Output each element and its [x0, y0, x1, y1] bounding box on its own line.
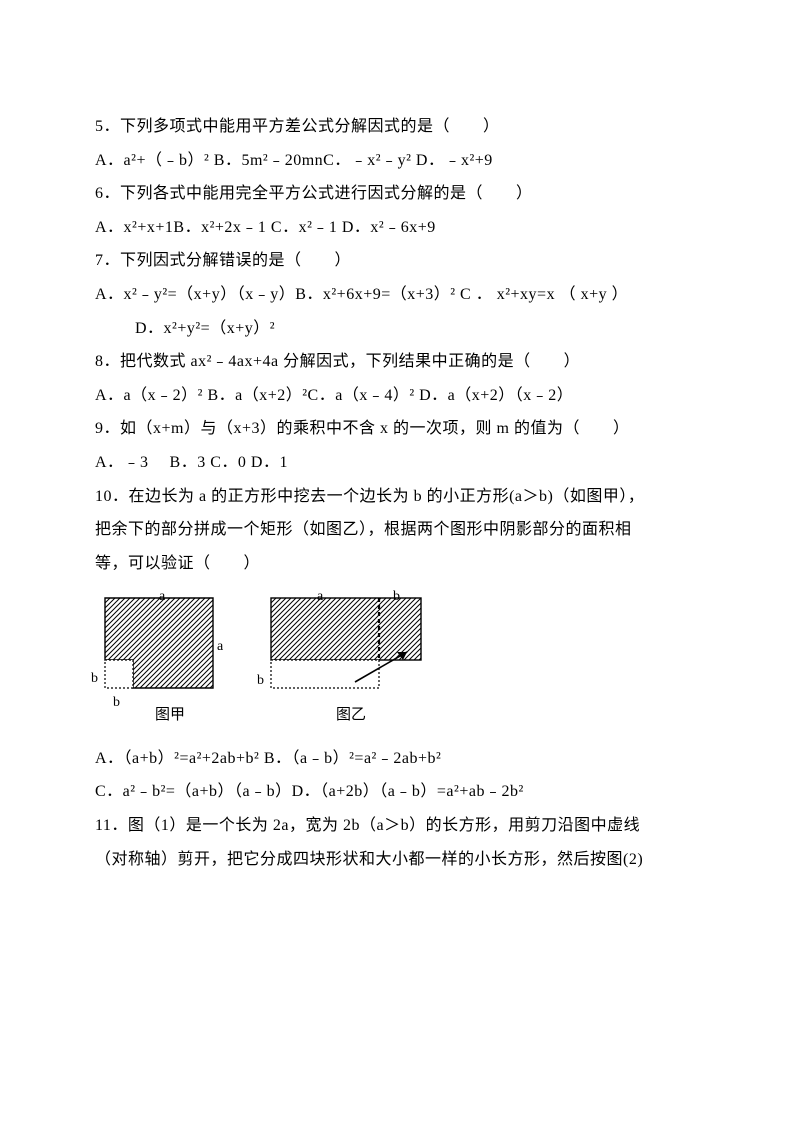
fig2-caption: 图乙: [261, 700, 441, 732]
q9-opts: A．﹣3 B．3 C．0 D．1: [95, 446, 699, 480]
q11-stem1: 11．图（1）是一个长为 2a，宽为 2b（a＞b）的长方形，用剪刀沿图中虚线: [95, 809, 699, 843]
figure-yi: a b b 图乙: [261, 588, 441, 732]
q10-stem2: 把余下的部分拼成一个矩形（如图乙），根据两个图形中阴影部分的面积相: [95, 513, 699, 547]
figure-yi-svg: [261, 588, 441, 698]
fig1-label-b-left: b: [91, 664, 98, 693]
q7-stem: 7．下列因式分解错误的是（ ）: [95, 244, 699, 278]
figure-jia: a a b b 图甲: [95, 588, 225, 732]
fig1-label-a-top: a: [159, 582, 165, 611]
q11-stem2: （对称轴）剪开，把它分成四块形状和大小都一样的小长方形，然后按图(2): [95, 843, 699, 877]
q8-stem: 8．把代数式 ax²﹣4ax+4a 分解因式，下列结果中正确的是（ ）: [95, 345, 699, 379]
q5-stem: 5．下列多项式中能用平方差公式分解因式的是（ ）: [95, 110, 699, 144]
q6-stem: 6．下列各式中能用完全平方公式进行因式分解的是（ ）: [95, 177, 699, 211]
fig1-label-a-right: a: [217, 632, 223, 661]
q6-opts: A．x²+x+1B．x²+2x﹣1 C．x²﹣1 D．x²﹣6x+9: [95, 211, 699, 245]
page: 5．下列多项式中能用平方差公式分解因式的是（ ） A．a²+（﹣b）² B．5m…: [0, 0, 794, 936]
q10-stem1: 10．在边长为 a 的正方形中挖去一个边长为 b 的小正方形(a＞b)（如图甲）…: [95, 480, 699, 514]
q7-opts-d: D．x²+y²=（x+y）²: [95, 312, 699, 346]
q10-opts-cd: C．a²﹣b²=（a+b）（a﹣b）D．（a+2b）（a﹣b）=a²+ab﹣2b…: [95, 775, 699, 809]
q10-opts-ab: A．（a+b）²=a²+2ab+b² B．（a﹣b）²=a²﹣2ab+b²: [95, 742, 699, 776]
fig2-label-b-left: b: [257, 666, 264, 695]
q8-opts: A．a（x﹣2）² B．a（x+2）²C．a（x﹣4）² D．a（x+2）（x﹣…: [95, 379, 699, 413]
fig2-label-a: a: [317, 582, 323, 611]
q5-opts: A．a²+（﹣b）² B．5m²﹣20mnC．﹣x²﹣y² D．﹣x²+9: [95, 144, 699, 178]
q9-stem: 9．如（x+m）与（x+3）的乘积中不含 x 的一次项，则 m 的值为（ ）: [95, 412, 699, 446]
q10-stem3: 等，可以验证（ ）: [95, 547, 699, 581]
q7-opts: A．x²﹣y²=（x+y）（x﹣y）B．x²+6x+9=（x+3）² C ． x…: [95, 278, 699, 312]
figures-row: a a b b 图甲 a b b: [95, 588, 699, 732]
fig1-label-b-bottom: b: [113, 688, 120, 717]
fig2-label-b-top: b: [393, 582, 400, 611]
